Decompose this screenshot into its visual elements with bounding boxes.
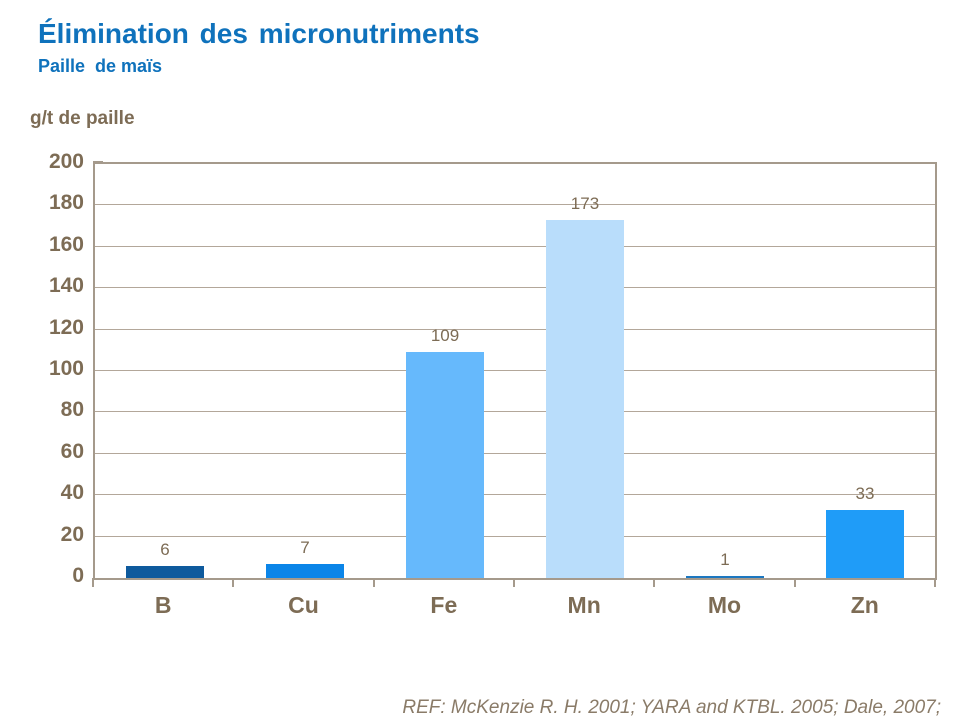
x-label-Zn: Zn [850, 592, 879, 618]
x-axis-ticks [92, 578, 936, 588]
x-tick-mark-5 [793, 578, 796, 587]
gridline-40 [95, 494, 935, 496]
gridline-120 [95, 328, 935, 330]
bar-B [125, 565, 204, 578]
bar-value-Cu: 7 [300, 537, 310, 557]
references-text: REF: McKenzie R. H. 2001; YARA and KTBL.… [402, 648, 941, 720]
references-line-1: REF: McKenzie R. H. 2001; YARA and KTBL.… [402, 697, 941, 718]
y-axis-ticks [83, 161, 103, 577]
x-label-Mn: Mn [567, 592, 601, 618]
chart-title: Élimination des micronutriments [38, 18, 480, 49]
bar-Fe [406, 352, 484, 578]
bar-value-Mn: 173 [570, 193, 600, 213]
y-tick-label-20: 20 [60, 522, 84, 546]
bar-value-B: 6 [160, 539, 170, 559]
bar-Zn [825, 509, 904, 578]
y-tick-label-0: 0 [72, 564, 84, 587]
gridline-160 [95, 245, 935, 247]
x-label-Mo: Mo [707, 592, 742, 618]
bar-Mn [545, 219, 624, 578]
x-tick-mark-2 [372, 578, 375, 587]
y-tick-label-40: 40 [60, 481, 84, 505]
x-label-Cu: Cu [288, 592, 319, 618]
y-tick-label-200: 200 [48, 150, 84, 173]
y-tick-label-180: 180 [48, 191, 84, 215]
y-tick-label-80: 80 [60, 398, 84, 422]
gridline-180 [95, 204, 935, 206]
x-tick-mark-3 [513, 578, 515, 587]
bar-Cu [266, 563, 344, 578]
bar-value-Fe: 109 [430, 326, 460, 346]
x-label-B: B [154, 592, 172, 618]
x-tick-mark-4 [653, 578, 656, 587]
bar-value-Mo: 1 [720, 549, 730, 569]
gridline-20 [95, 535, 935, 537]
gridline-60 [95, 452, 935, 454]
y-tick-label-60: 60 [60, 439, 84, 463]
x-tick-mark-0 [92, 578, 94, 587]
gridline-100 [95, 370, 935, 371]
y-tick-label-120: 120 [48, 315, 84, 339]
x-tick-mark-6 [934, 578, 936, 587]
x-label-Fe: Fe [430, 592, 458, 618]
y-tick-label-140: 140 [48, 274, 84, 298]
plot-area: 6 7 109 173 1 33 [93, 162, 937, 580]
x-tick-mark-1 [232, 578, 235, 587]
chart-subtitle: Paille de maïs [38, 56, 163, 76]
y-tick-label-100: 100 [48, 357, 84, 380]
x-axis-category-labels: B Cu Fe Mn Mo Zn [93, 588, 935, 622]
gridline-80 [95, 411, 935, 413]
y-tick-label-160: 160 [48, 232, 84, 256]
bar-value-Zn: 33 [855, 483, 875, 503]
y-axis-title: g/t de paille [30, 108, 135, 129]
gridline-140 [95, 287, 935, 289]
bar-Mo [686, 575, 764, 578]
y-axis-tick-labels: 0 20 40 60 80 100 120 140 160 180 200 [20, 151, 84, 586]
